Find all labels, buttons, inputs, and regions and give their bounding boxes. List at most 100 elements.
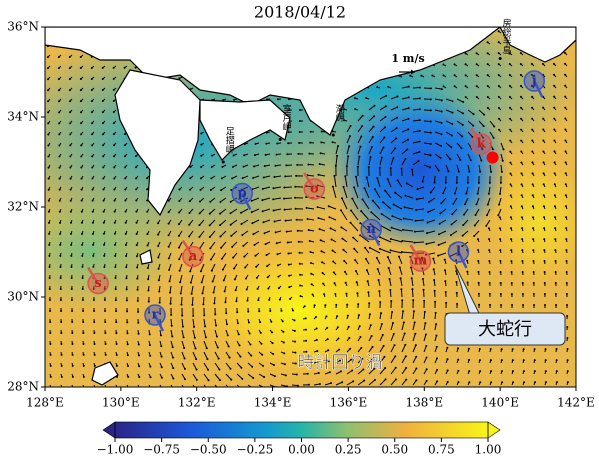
current-vector-head bbox=[564, 139, 567, 142]
current-vector-head bbox=[354, 97, 357, 100]
current-vector-head bbox=[460, 147, 463, 150]
current-vector-head bbox=[104, 332, 107, 335]
current-vector-head bbox=[542, 139, 545, 142]
current-vector-head bbox=[124, 188, 127, 191]
current-vector-head bbox=[178, 269, 181, 272]
current-vector bbox=[241, 219, 249, 225]
place-point bbox=[221, 160, 225, 164]
current-vector-head bbox=[409, 74, 412, 77]
current-vector bbox=[401, 158, 406, 166]
current-vector bbox=[180, 285, 183, 294]
current-vector-head bbox=[544, 304, 547, 307]
current-vector-head bbox=[429, 142, 432, 145]
current-vector-head bbox=[112, 133, 115, 136]
current-vector bbox=[401, 118, 409, 122]
current-vector bbox=[230, 230, 238, 237]
current-vector-head bbox=[293, 319, 296, 322]
current-vector-head bbox=[485, 214, 488, 217]
current-vector-head bbox=[272, 353, 275, 356]
current-vector-head bbox=[263, 165, 266, 168]
current-vector-head bbox=[47, 144, 50, 147]
current-vector-head bbox=[444, 269, 447, 272]
current-vector bbox=[357, 156, 360, 166]
current-vector-head bbox=[71, 364, 74, 367]
station-drift bbox=[370, 228, 381, 247]
station-marker bbox=[303, 178, 326, 200]
current-vector-head bbox=[49, 342, 52, 345]
current-vector-head bbox=[283, 352, 286, 355]
current-vector bbox=[220, 241, 227, 249]
current-vector-head bbox=[501, 381, 504, 384]
scale-label: 1 m/s bbox=[391, 52, 424, 65]
station-label: s bbox=[94, 276, 101, 291]
current-vector bbox=[178, 241, 183, 248]
current-vector-head bbox=[531, 139, 534, 142]
current-vector-head bbox=[543, 227, 546, 230]
current-vector-head bbox=[499, 238, 502, 241]
current-vector-head bbox=[177, 234, 180, 237]
current-vector-head bbox=[298, 262, 301, 265]
current-vector-head bbox=[240, 188, 243, 191]
current-vector bbox=[368, 346, 373, 353]
current-vector bbox=[192, 340, 196, 349]
current-vector-head bbox=[381, 333, 384, 336]
current-vector-head bbox=[392, 203, 395, 206]
current-vector-head bbox=[167, 234, 170, 237]
current-vector-head bbox=[114, 243, 117, 246]
place: 房総半島 bbox=[498, 17, 511, 60]
current-vector-head bbox=[490, 381, 493, 384]
current-vector-head bbox=[530, 84, 533, 87]
current-vector bbox=[374, 188, 381, 199]
current-vector-head bbox=[230, 234, 233, 237]
current-vector-head bbox=[318, 163, 321, 166]
current-vector-head bbox=[80, 177, 83, 180]
current-vector-head bbox=[316, 184, 319, 187]
current-vector-head bbox=[252, 176, 255, 179]
current-vector-head bbox=[520, 139, 523, 142]
current-vector-head bbox=[468, 370, 471, 373]
current-vector-head bbox=[123, 133, 126, 136]
colorbar-tick-label: 0.50 bbox=[381, 443, 408, 456]
current-vector-head bbox=[566, 326, 569, 329]
current-vector-head bbox=[368, 313, 371, 316]
current-vector-head bbox=[404, 355, 407, 358]
current-vector-head bbox=[160, 376, 163, 379]
island bbox=[91, 361, 119, 386]
current-vector bbox=[414, 230, 425, 233]
current-vector-head bbox=[359, 145, 362, 148]
station: k bbox=[470, 127, 492, 155]
current-vector-head bbox=[103, 243, 106, 246]
current-vector-head bbox=[446, 380, 449, 383]
current-vector-head bbox=[411, 288, 414, 291]
current-vector-head bbox=[232, 256, 235, 259]
current-vector-head bbox=[435, 323, 438, 326]
current-vector-head bbox=[394, 366, 397, 369]
current-vector-head bbox=[71, 375, 74, 378]
current-vector bbox=[333, 175, 337, 188]
current-vector-head bbox=[91, 188, 94, 191]
colorbar-tick-label: −0.25 bbox=[236, 443, 273, 456]
current-vector-head bbox=[442, 85, 445, 88]
current-vector-head bbox=[542, 128, 545, 131]
current-vector bbox=[489, 120, 495, 127]
current-vector-head bbox=[497, 95, 500, 98]
current-vector-head bbox=[486, 95, 489, 98]
current-vector-head bbox=[172, 367, 175, 370]
current-vector bbox=[478, 164, 481, 172]
current-vector-head bbox=[533, 370, 536, 373]
current-vector-head bbox=[512, 381, 515, 384]
current-vector-head bbox=[378, 247, 381, 250]
current-vector bbox=[379, 147, 384, 155]
current-vector-head bbox=[451, 111, 454, 114]
current-vector-head bbox=[261, 187, 264, 190]
current-vector bbox=[220, 197, 227, 203]
current-vector-head bbox=[81, 287, 84, 290]
current-vector bbox=[203, 318, 206, 327]
current-vector-head bbox=[384, 189, 387, 192]
current-vector-head bbox=[241, 177, 244, 180]
current-vector-head bbox=[59, 232, 62, 235]
current-vector-head bbox=[369, 324, 372, 327]
current-vector-head bbox=[384, 367, 387, 370]
current-vector bbox=[191, 296, 194, 305]
current-vector bbox=[475, 208, 480, 216]
